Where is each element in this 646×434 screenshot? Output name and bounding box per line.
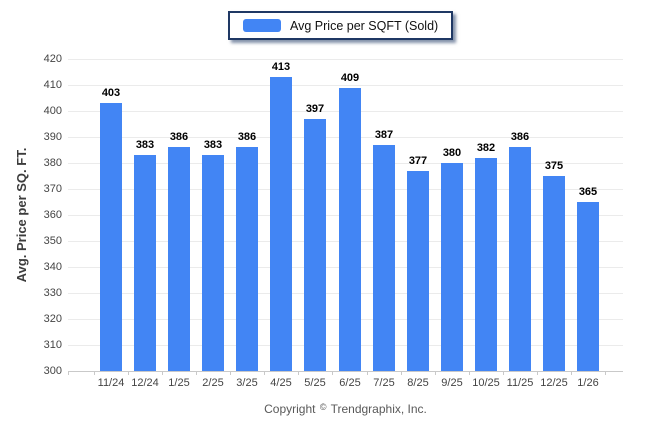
- y-axis-title: Avg. Price per SQ. FT.: [14, 147, 29, 283]
- bar-value-label: 403: [101, 87, 121, 99]
- x-tick-label: 4/25: [270, 377, 292, 389]
- bar-3-25: [236, 147, 258, 371]
- x-axis-tick: [332, 371, 333, 375]
- x-axis-line: [68, 371, 623, 372]
- x-tick-label: 5/25: [304, 377, 326, 389]
- x-axis-tick: [162, 371, 163, 375]
- y-tick-label: 320: [43, 313, 62, 325]
- bar-value-label: 382: [476, 142, 496, 154]
- x-tick-label: 6/25: [339, 377, 361, 389]
- x-tick-label: 9/25: [441, 377, 463, 389]
- bar-value-label: 386: [169, 131, 189, 143]
- y-tick-label: 330: [43, 287, 62, 299]
- bar-11-25: [509, 147, 531, 371]
- y-tick-label: 410: [43, 79, 62, 91]
- bar-12-25: [543, 176, 565, 371]
- legend-label: Avg Price per SQFT (Sold): [290, 18, 439, 33]
- bar-value-label: 409: [340, 72, 360, 84]
- bar-value-label: 380: [442, 147, 462, 159]
- x-axis-tick: [503, 371, 504, 375]
- y-tick-label: 400: [43, 105, 62, 117]
- legend-swatch-icon: [243, 19, 281, 32]
- bar-value-label: 365: [578, 186, 598, 198]
- x-axis-tick: [605, 371, 606, 375]
- y-tick-label: 340: [43, 261, 62, 273]
- bar-6-25: [339, 88, 361, 371]
- bar-12-24: [134, 155, 156, 371]
- y-tick-label: 420: [43, 53, 62, 65]
- x-axis-tick: [298, 371, 299, 375]
- x-axis-tick: [196, 371, 197, 375]
- x-tick-label: 8/25: [407, 377, 429, 389]
- x-axis-tick: [367, 371, 368, 375]
- bar-1-25: [168, 147, 190, 371]
- x-tick-label: 10/25: [472, 377, 500, 389]
- bar-value-label: 397: [305, 103, 325, 115]
- x-tick-label: 1/25: [168, 377, 190, 389]
- x-tick-label: 2/25: [202, 377, 224, 389]
- copyright-company: Trendgraphix, Inc.: [330, 402, 427, 416]
- y-tick-label: 350: [43, 235, 62, 247]
- bar-value-label: 377: [408, 155, 428, 167]
- copyright-text: Copyright © Trendgraphix, Inc.: [68, 402, 623, 416]
- bar-value-label: 375: [544, 160, 564, 172]
- y-tick-label: 390: [43, 131, 62, 143]
- bar-10-25: [475, 158, 497, 371]
- bar-8-25: [407, 171, 429, 371]
- bar-value-label: 386: [237, 131, 257, 143]
- plot-area: 420 410 400 390 380 370 360 350 340 330 320 310 300 4…: [44, 53, 623, 389]
- x-axis-tick: [230, 371, 231, 375]
- gridline: [68, 59, 623, 60]
- bar-7-25: [373, 145, 395, 371]
- x-axis-tick: [401, 371, 402, 375]
- x-axis-tick: [435, 371, 436, 375]
- bar-1-26: [577, 202, 599, 371]
- bar-5-25: [304, 119, 326, 371]
- gridline: [68, 85, 623, 86]
- x-tick-label: 12/24: [131, 377, 159, 389]
- x-axis-tick: [68, 371, 69, 375]
- bar-value-label: 383: [135, 139, 155, 151]
- y-tick-label: 360: [43, 209, 62, 221]
- bar-9-25: [441, 163, 463, 371]
- bar-value-label: 387: [374, 129, 394, 141]
- x-tick-label: 7/25: [373, 377, 395, 389]
- bar-value-label: 383: [203, 139, 223, 151]
- bar-11-24: [100, 103, 122, 371]
- y-tick-label: 300: [43, 365, 62, 377]
- x-axis-tick: [537, 371, 538, 375]
- bar-value-label: 386: [510, 131, 530, 143]
- x-axis-tick: [94, 371, 95, 375]
- y-tick-label: 380: [43, 157, 62, 169]
- x-axis-tick: [264, 371, 265, 375]
- x-tick-label: 11/25: [506, 377, 534, 389]
- x-axis-tick: [469, 371, 470, 375]
- y-tick-label: 370: [43, 183, 62, 195]
- x-axis-tick: [571, 371, 572, 375]
- bar-2-25: [202, 155, 224, 371]
- copyright-symbol-icon: ©: [319, 402, 327, 412]
- x-tick-label: 1/26: [577, 377, 599, 389]
- bar-value-label: 413: [271, 61, 291, 73]
- x-tick-label: 11/24: [97, 377, 125, 389]
- bar-4-25: [270, 77, 292, 371]
- y-tick-label: 310: [43, 339, 62, 351]
- legend: Avg Price per SQFT (Sold): [228, 11, 454, 40]
- x-axis-tick: [128, 371, 129, 375]
- copyright-prefix: Copyright: [264, 402, 316, 416]
- x-tick-label: 3/25: [236, 377, 258, 389]
- x-tick-label: 12/25: [540, 377, 568, 389]
